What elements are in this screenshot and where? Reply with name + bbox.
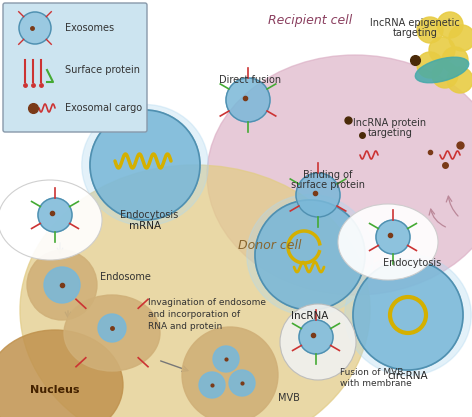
- Ellipse shape: [64, 295, 160, 371]
- Text: Exosomal cargo: Exosomal cargo: [65, 103, 142, 113]
- Ellipse shape: [20, 165, 370, 417]
- Circle shape: [90, 110, 200, 220]
- Circle shape: [417, 17, 443, 43]
- Circle shape: [296, 173, 340, 217]
- Text: Endocytosis: Endocytosis: [383, 258, 441, 268]
- Circle shape: [376, 220, 410, 254]
- Circle shape: [182, 327, 278, 417]
- Circle shape: [417, 52, 443, 78]
- Text: Nucleus: Nucleus: [30, 385, 80, 395]
- Ellipse shape: [0, 180, 102, 260]
- Text: targeting: targeting: [368, 128, 413, 138]
- Text: Endocytosis: Endocytosis: [120, 210, 178, 220]
- Ellipse shape: [338, 204, 438, 280]
- Text: Exosomes: Exosomes: [65, 23, 114, 33]
- Circle shape: [98, 314, 126, 342]
- Circle shape: [442, 47, 468, 73]
- Text: Donor cell: Donor cell: [238, 239, 302, 251]
- Circle shape: [38, 198, 72, 232]
- Text: surface protein: surface protein: [291, 180, 365, 190]
- Text: Invagination of endosome: Invagination of endosome: [148, 298, 266, 307]
- Circle shape: [447, 67, 472, 93]
- Circle shape: [299, 320, 333, 354]
- Circle shape: [280, 304, 356, 380]
- Ellipse shape: [415, 57, 469, 83]
- Ellipse shape: [207, 55, 472, 295]
- Circle shape: [432, 62, 458, 88]
- Ellipse shape: [0, 330, 123, 417]
- Text: Recipient cell: Recipient cell: [268, 13, 352, 27]
- Circle shape: [19, 12, 51, 44]
- Circle shape: [255, 200, 365, 310]
- Text: mRNA: mRNA: [129, 221, 161, 231]
- Text: with membrane: with membrane: [340, 379, 412, 388]
- Circle shape: [27, 250, 97, 320]
- Text: lncRNA protein: lncRNA protein: [354, 118, 427, 128]
- Circle shape: [44, 267, 80, 303]
- Circle shape: [437, 12, 463, 38]
- Text: Binding of: Binding of: [303, 170, 353, 180]
- Circle shape: [353, 260, 463, 370]
- Text: lncRNA epigenetic: lncRNA epigenetic: [370, 18, 460, 28]
- Text: and incorporation of: and incorporation of: [148, 310, 240, 319]
- Text: lncRNA: lncRNA: [291, 311, 329, 321]
- Ellipse shape: [345, 254, 471, 375]
- Circle shape: [226, 78, 270, 122]
- Circle shape: [199, 372, 225, 398]
- Text: targeting: targeting: [393, 28, 438, 38]
- Circle shape: [429, 37, 455, 63]
- Text: Endosome: Endosome: [100, 272, 151, 282]
- Circle shape: [449, 25, 472, 51]
- Text: circRNA: circRNA: [388, 371, 428, 381]
- Ellipse shape: [247, 194, 373, 316]
- Text: Fusion of MVB: Fusion of MVB: [340, 368, 404, 377]
- Circle shape: [213, 346, 239, 372]
- Circle shape: [229, 370, 255, 396]
- FancyBboxPatch shape: [3, 3, 147, 132]
- Text: RNA and protein: RNA and protein: [148, 322, 222, 331]
- Text: Direct fusion: Direct fusion: [219, 75, 281, 85]
- Ellipse shape: [82, 105, 208, 226]
- Text: MVB: MVB: [278, 393, 300, 403]
- Text: Surface protein: Surface protein: [65, 65, 140, 75]
